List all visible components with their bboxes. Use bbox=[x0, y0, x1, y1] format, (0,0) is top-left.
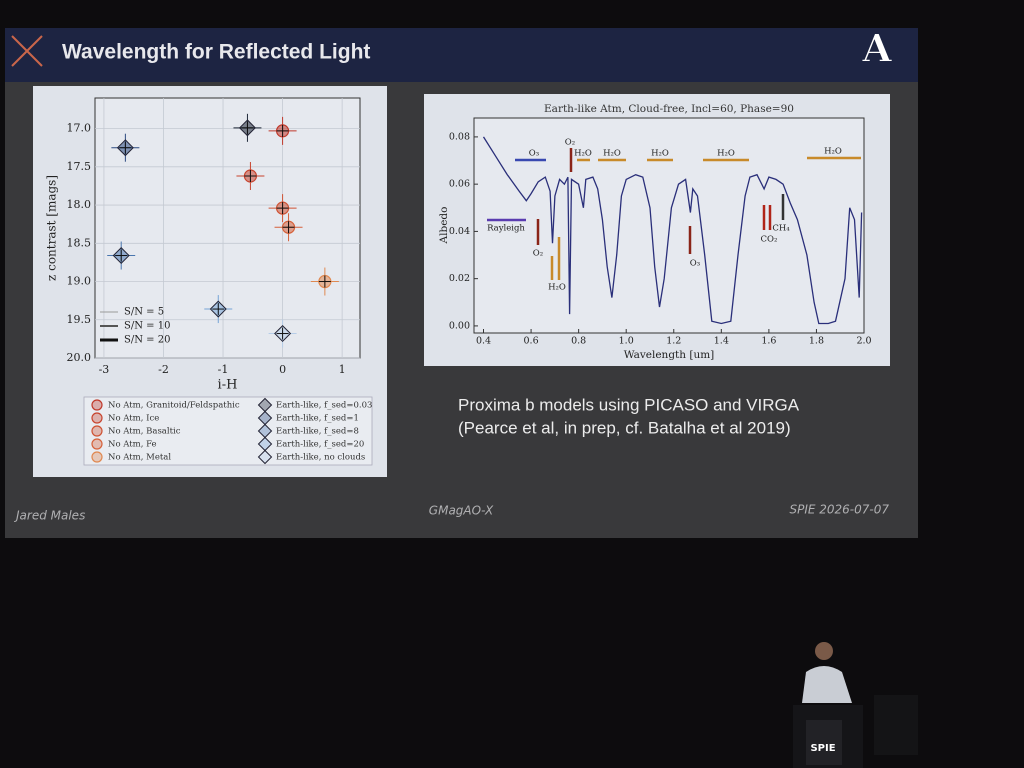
marker bbox=[91, 438, 103, 450]
annotation: Rayleigh bbox=[487, 224, 525, 234]
x-tick-label: -1 bbox=[218, 363, 229, 376]
sn-legend-label: S/N = 20 bbox=[124, 335, 170, 346]
legend-label: Earth-like, no clouds bbox=[276, 453, 365, 463]
marker bbox=[91, 451, 103, 463]
annotation: O₃ bbox=[529, 149, 539, 159]
legend-label: No Atm, Basaltic bbox=[108, 427, 181, 437]
marker bbox=[91, 425, 103, 437]
x-tick-label: 0.4 bbox=[476, 336, 491, 347]
chart-title: Earth-like Atm, Cloud-free, Incl=60, Pha… bbox=[544, 103, 794, 115]
x-tick-label: 1.4 bbox=[714, 336, 729, 347]
y-tick-label: 0.00 bbox=[449, 320, 470, 331]
footer-center: GMagAO-X bbox=[429, 504, 494, 518]
y-axis-label: z contrast [mags] bbox=[45, 175, 59, 281]
plot-area bbox=[94, 97, 361, 359]
legend-label: Earth-like, f_sed=1 bbox=[276, 414, 359, 424]
y-tick-label: 0.06 bbox=[449, 179, 470, 190]
x-tick-label: 1.2 bbox=[666, 336, 681, 347]
annotation: H₂O bbox=[717, 149, 735, 159]
x-tick-label: 0.6 bbox=[524, 336, 539, 347]
annotation: O₂ bbox=[533, 249, 543, 259]
marker bbox=[91, 399, 103, 411]
annotation: H₂O bbox=[574, 149, 592, 159]
title-bar bbox=[5, 28, 918, 82]
annotation: O₂ bbox=[565, 138, 575, 148]
annotation: O₃ bbox=[690, 259, 700, 269]
x-axis-label: Wavelength [um] bbox=[624, 349, 715, 361]
caption-line: Proxima b models using PICASO and VIRGA bbox=[458, 395, 800, 414]
y-tick-label: 0.04 bbox=[449, 226, 470, 237]
logo: A bbox=[861, 26, 892, 71]
legend-label: No Atm, Metal bbox=[108, 453, 171, 463]
x-tick-label: 1 bbox=[339, 363, 346, 376]
logo-box bbox=[855, 31, 899, 71]
y-tick-label: 18.5 bbox=[67, 236, 92, 249]
x-tick-label: 1.8 bbox=[809, 336, 824, 347]
y-axis-label: Albedo bbox=[438, 207, 450, 245]
y-tick-label: 17.5 bbox=[67, 160, 92, 173]
x-tick-label: 0 bbox=[279, 363, 286, 376]
annotation: H₂O bbox=[651, 149, 669, 159]
podium-label: SPIE bbox=[810, 743, 835, 754]
annotation: H₂O bbox=[603, 149, 621, 159]
x-tick-label: 0.8 bbox=[571, 336, 586, 347]
x-tick-label: -3 bbox=[99, 363, 110, 376]
annotation: CH₄ bbox=[772, 224, 790, 234]
footer-right: SPIE 2026-07-07 bbox=[789, 503, 889, 517]
y-tick-label: 18.0 bbox=[67, 198, 92, 211]
caption-line: (Pearce et al, in prep, cf. Batalha et a… bbox=[458, 418, 791, 437]
x-tick-label: -2 bbox=[158, 363, 169, 376]
sn-legend-label: S/N = 5 bbox=[124, 307, 164, 318]
x-tick-label: 1.0 bbox=[619, 336, 634, 347]
legend-label: Earth-like, f_sed=0.03 bbox=[276, 401, 372, 411]
sn-legend-label: S/N = 10 bbox=[124, 321, 170, 332]
legend-label: Earth-like, f_sed=8 bbox=[276, 427, 359, 437]
legend-label: No Atm, Ice bbox=[108, 414, 159, 424]
marker bbox=[91, 412, 103, 424]
slide-title: Wavelength for Reflected Light bbox=[62, 41, 370, 64]
y-tick-label: 19.0 bbox=[67, 275, 92, 288]
marker bbox=[257, 449, 273, 465]
annotation: H₂O bbox=[548, 283, 566, 293]
speaker bbox=[793, 642, 918, 768]
annotation: H₂O bbox=[824, 147, 842, 157]
y-tick-label: 19.5 bbox=[67, 313, 92, 326]
annotation: CO₂ bbox=[761, 235, 778, 245]
legend-label: No Atm, Granitoid/Feldspathic bbox=[108, 401, 240, 411]
spectrum-line bbox=[482, 136, 863, 325]
y-tick-label: 17.0 bbox=[67, 122, 92, 135]
y-tick-label: 0.08 bbox=[449, 131, 470, 142]
legend-label: Earth-like, f_sed=20 bbox=[276, 440, 364, 450]
legend-label: No Atm, Fe bbox=[108, 440, 157, 450]
x-axis-label: i-H bbox=[218, 378, 238, 393]
x-tick-label: 1.6 bbox=[761, 336, 776, 347]
legend-box bbox=[83, 396, 373, 466]
footer-left: Jared Males bbox=[14, 509, 85, 523]
x-tick-label: 2.0 bbox=[856, 336, 871, 347]
y-tick-label: 20.0 bbox=[67, 351, 92, 364]
logo-cross bbox=[11, 35, 43, 67]
y-tick-label: 0.02 bbox=[449, 273, 470, 284]
